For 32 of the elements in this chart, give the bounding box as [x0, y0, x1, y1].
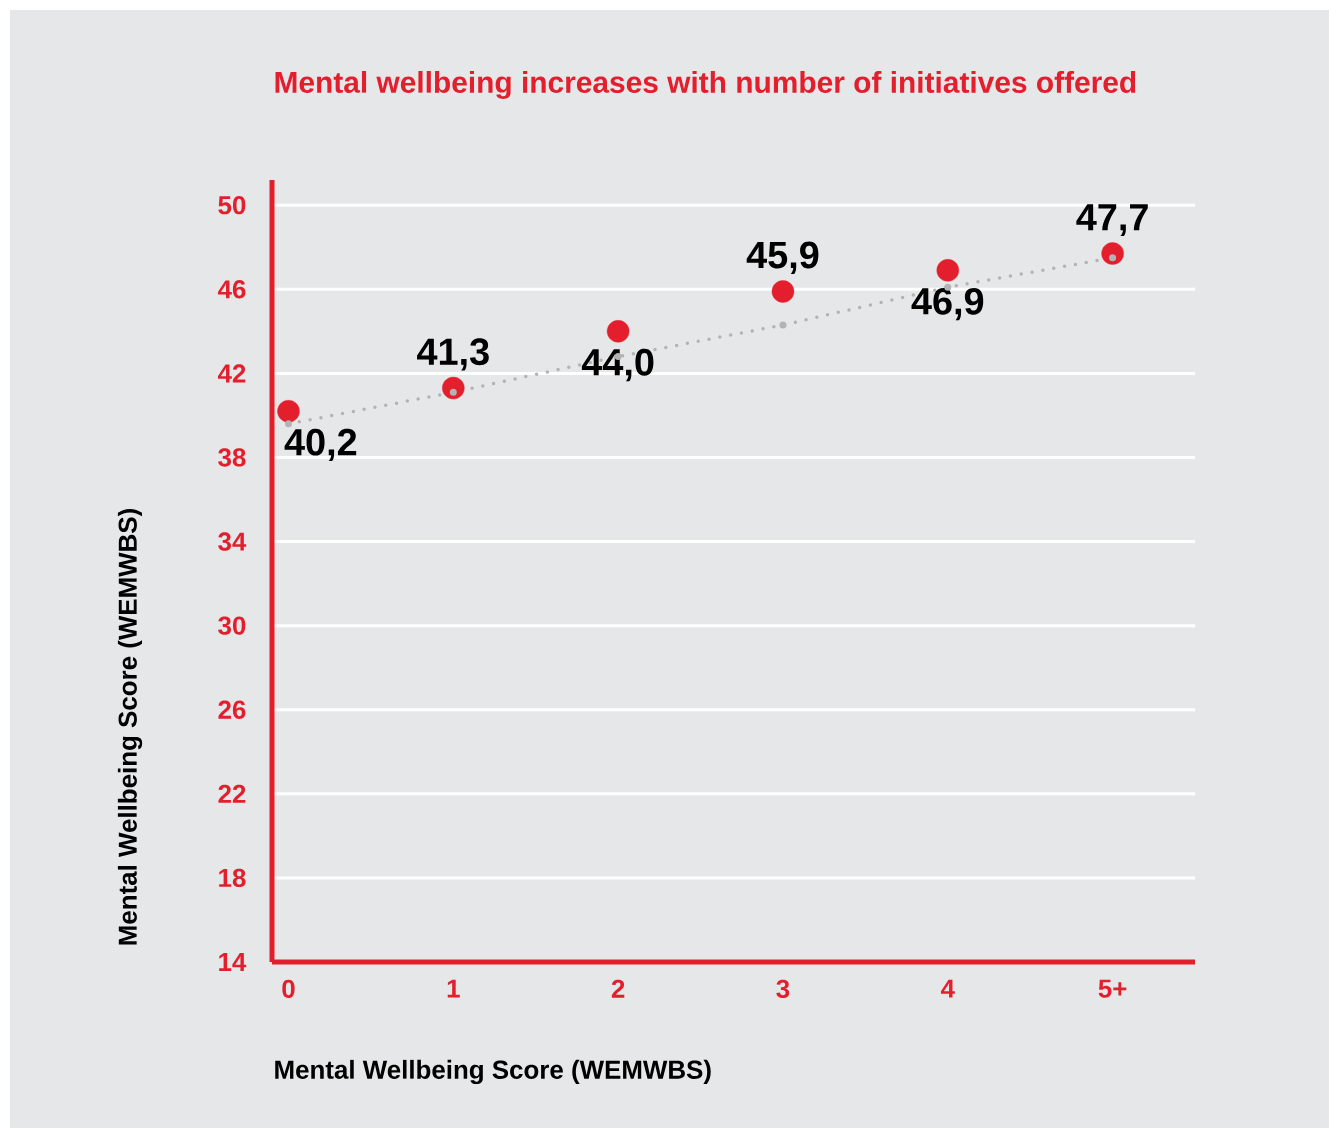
y-tick-label: 18 — [219, 868, 246, 888]
y-tick-label: 34 — [218, 532, 247, 551]
point — [277, 400, 300, 423]
y-tick-label: 14 — [219, 953, 247, 971]
data-label: 44,0 — [581, 348, 654, 382]
y-tick-label: 30 — [218, 616, 246, 635]
y-tick-label: 50 — [218, 196, 246, 215]
data-label: 41,3 — [417, 338, 489, 371]
x-tick-label: 4 — [940, 979, 955, 998]
y-tick-label: 38 — [218, 448, 246, 467]
data-label: 46,9 — [911, 287, 984, 321]
y-tick-label: 22 — [218, 784, 246, 803]
point — [771, 280, 795, 303]
x-axis-title: Mental Wellbeing Score (WEMWBS) — [275, 1059, 711, 1085]
y-axis-title: Mental Wellbeing Score (WEMWBS) — [117, 509, 143, 945]
point — [779, 321, 787, 329]
y-tick-label: 26 — [218, 700, 246, 719]
x-tick-label: 3 — [776, 979, 790, 999]
point — [606, 320, 630, 343]
point — [284, 420, 292, 428]
point — [1109, 254, 1117, 262]
x-tick-label: 1 — [447, 979, 460, 998]
chart-title: Mental wellbeing increases with number of initiatives offered — [275, 70, 1136, 99]
x-tick-label: 0 — [282, 979, 295, 998]
data-label: 45,9 — [746, 241, 819, 274]
x-tick-label: 5+ — [1098, 979, 1127, 998]
data-label: 47,7 — [1076, 204, 1148, 237]
data-label: 40,2 — [284, 428, 357, 462]
x-tick-label: 2 — [611, 979, 625, 998]
y-tick-label: 42 — [217, 364, 246, 383]
point — [936, 259, 959, 282]
y-tick-label: 46 — [217, 280, 246, 299]
